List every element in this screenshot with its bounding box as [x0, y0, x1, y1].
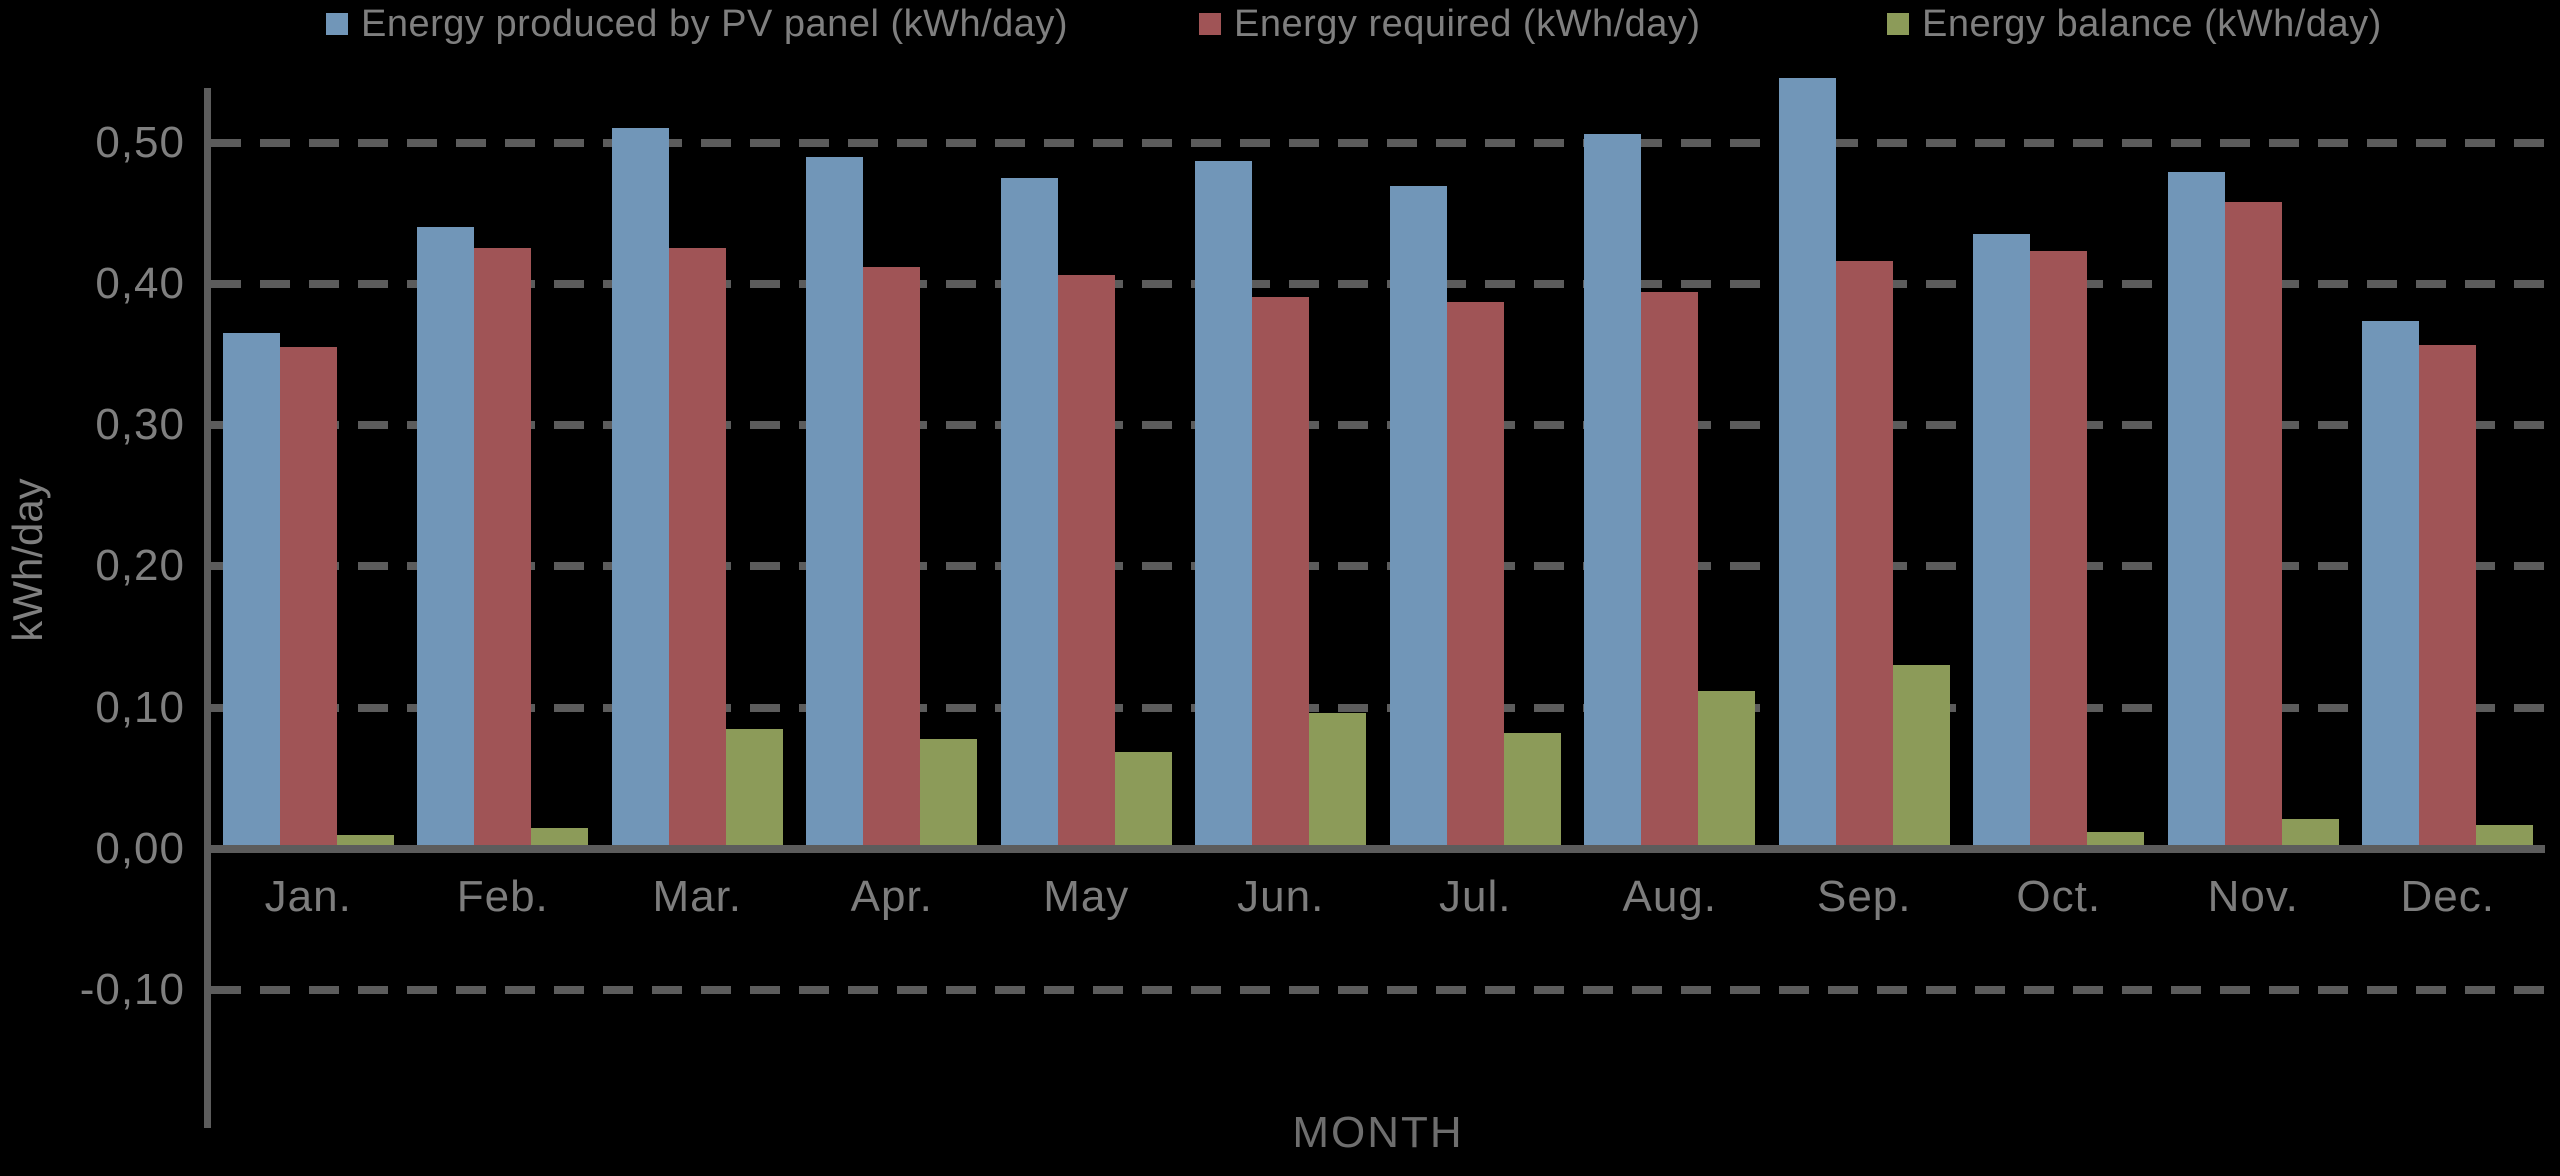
bar: [222, 333, 280, 849]
bar: [279, 347, 337, 849]
bar: [1309, 713, 1367, 849]
bar: [1389, 186, 1447, 849]
bar: [1835, 261, 1893, 849]
gridline: [211, 703, 2545, 712]
month-label: Apr.: [850, 872, 933, 921]
bar: [417, 227, 475, 849]
y-axis-title: kWh/day: [4, 478, 51, 642]
bar: [725, 729, 783, 849]
month-label: Dec.: [2400, 872, 2495, 921]
bar: [531, 828, 589, 849]
legend-swatch-produced-icon: [326, 13, 348, 35]
bar: [1698, 691, 1756, 849]
bar: [1584, 134, 1642, 849]
month-label: Jan.: [264, 872, 352, 921]
bar: [806, 157, 864, 849]
bar: [2362, 321, 2420, 849]
bar-group-aug: [1573, 134, 1768, 849]
legend-swatch-balance-icon: [1887, 13, 1909, 35]
bar: [2167, 172, 2225, 849]
bar-group-jul: [1378, 186, 1573, 849]
legend-label-required: Energy required (kWh/day): [1234, 2, 1701, 45]
month-label: Jun.: [1237, 872, 1325, 921]
gridline: [211, 138, 2545, 147]
bar: [2030, 251, 2088, 849]
bar: [1057, 275, 1115, 849]
bar: [1973, 234, 2031, 849]
y-tick-label: 0,30: [95, 400, 185, 450]
legend-swatch-required-icon: [1199, 13, 1221, 35]
bar: [1641, 292, 1699, 849]
bar: [1892, 665, 1950, 849]
month-label: Aug.: [1622, 872, 1717, 921]
legend-item-produced: Energy produced by PV panel (kWh/day): [326, 2, 1068, 46]
bar: [2419, 345, 2477, 849]
gridline: [211, 986, 2545, 995]
bar: [863, 267, 921, 849]
month-label: Nov.: [2207, 872, 2299, 921]
month-label: May: [1043, 872, 1130, 921]
bar: [1778, 78, 1836, 849]
bar-group-feb: [406, 227, 601, 849]
month-label: Mar.: [652, 872, 743, 921]
bar-group-sep: [1767, 78, 1962, 849]
gridline: [211, 279, 2545, 288]
month-label: Feb.: [456, 872, 549, 921]
x-axis-title: MONTH: [1292, 1108, 1464, 1157]
bar: [611, 128, 669, 849]
bar-group-jan: [211, 333, 406, 849]
bar: [1195, 161, 1253, 849]
bar-group-apr: [795, 157, 990, 849]
bar: [1114, 752, 1172, 849]
legend-label-balance: Energy balance (kWh/day): [1922, 2, 2382, 45]
bar-group-mar: [600, 128, 795, 849]
bar: [1446, 302, 1504, 849]
bar: [1503, 733, 1561, 849]
bar-group-may: [989, 178, 1184, 849]
bar: [920, 739, 978, 849]
bar: [474, 248, 532, 849]
bar: [2281, 819, 2339, 849]
y-tick-label: 0,50: [95, 117, 185, 167]
month-label: Sep.: [1816, 872, 1912, 921]
bar: [2224, 202, 2282, 849]
bar-group-jun: [1184, 161, 1379, 849]
legend-item-required: Energy required (kWh/day): [1199, 2, 1701, 46]
bar: [668, 248, 726, 849]
x-axis-baseline: [204, 845, 2545, 853]
y-tick-label: 0,00: [95, 824, 185, 873]
bar: [2087, 832, 2145, 849]
gridline: [211, 562, 2545, 571]
month-label: Jul.: [1439, 872, 1512, 921]
gridline: [211, 421, 2545, 430]
legend-item-balance: Energy balance (kWh/day): [1887, 2, 2382, 46]
y-axis-line: [204, 88, 211, 1128]
y-tick-label: -0,10: [79, 965, 185, 1015]
bar-group-dec: [2351, 321, 2546, 849]
y-tick-label: 0,40: [95, 258, 185, 308]
bar-group-nov: [2156, 172, 2351, 849]
y-tick-label: 0,20: [95, 541, 185, 591]
bar-group-oct: [1962, 234, 2157, 849]
legend-label-produced: Energy produced by PV panel (kWh/day): [361, 2, 1069, 45]
bar: [1252, 297, 1310, 849]
month-label: Oct.: [2016, 872, 2102, 921]
y-tick-label: 0,10: [95, 682, 185, 732]
bar: [1000, 178, 1058, 849]
